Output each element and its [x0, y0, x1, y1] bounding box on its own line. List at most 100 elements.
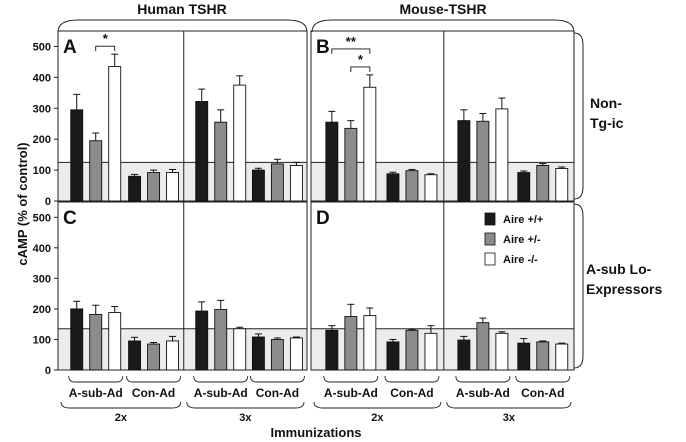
column-header-mouse: Mouse-TSHR: [399, 1, 486, 17]
panel-d-bar-3x-a-sub-ad-s0: [457, 339, 471, 371]
panel-c-ytick-label: 400: [33, 243, 51, 255]
row-bracket-0: [573, 32, 584, 200]
panel-c-ytick-label: 300: [33, 273, 51, 285]
panel-b-sig-label: *: [358, 52, 364, 67]
panel-c-bar-3x-con-ad-s1: [270, 339, 284, 371]
panel-b-bar-2x-con-ad-s2: [424, 174, 438, 202]
legend-swatch-aire-het: [484, 232, 496, 246]
panel-a-frame: [57, 30, 308, 202]
legend: Aire +/+ Aire +/- Aire -/-: [484, 212, 543, 266]
panel-a-ytick-label: 200: [33, 134, 51, 146]
panel-d-condition-label: A-sub-Ad: [456, 386, 510, 400]
panel-a-bar-3x-a-sub-ad-s2: [233, 84, 247, 202]
panel-a-letter: A: [63, 37, 77, 58]
panel-c-frame: [57, 201, 308, 371]
panel-d-immunization-label: 3x: [503, 412, 516, 424]
panel-d-bar-2x-a-sub-ad-s0: [325, 329, 339, 371]
panel-a-bar-2x-a-sub-ad-s0: [70, 109, 84, 202]
panel-c-condition-brace: [126, 375, 182, 383]
panel-d-frame: [310, 201, 575, 371]
panel-b-frame: [310, 30, 575, 202]
panel-c-bar-2x-con-ad-s0: [128, 340, 142, 371]
panel-a-bar-2x-con-ad-s1: [147, 172, 161, 202]
panel-c-bar-2x-con-ad-s1: [147, 343, 161, 371]
panel-d-bar-2x-a-sub-ad-s2: [363, 315, 377, 371]
panel-b-bar-3x-a-sub-ad-s1: [476, 120, 490, 202]
panel-d-bar-3x-con-ad-s0: [517, 342, 531, 371]
panel-c-ytick-label: 0: [45, 365, 51, 377]
panel-d-bar-3x-a-sub-ad-s2: [495, 332, 509, 371]
panel-d-bar-3x-con-ad-s2: [555, 343, 569, 371]
panel-b-sig-bracket: [350, 66, 371, 72]
panel-b-bar-2x-con-ad-s1: [405, 170, 419, 202]
panel-d-condition-label: Con-Ad: [521, 386, 564, 400]
legend-label-aire-wt: Aire +/+: [503, 214, 543, 226]
panel-d-bar-3x-a-sub-ad-s1: [476, 322, 490, 371]
y-axis-title: cAMP (% of control): [15, 142, 30, 265]
panel-d-condition-brace: [515, 375, 571, 383]
panel-c-bar-2x-a-sub-ad-s1: [89, 313, 103, 371]
legend-label-aire-ko: Aire -/-: [503, 254, 538, 266]
panel-c-condition-brace: [193, 375, 249, 383]
panel-a-sig-bracket: [95, 45, 116, 52]
panel-d-condition-brace: [455, 375, 511, 383]
panel-a-ytick-label: 400: [33, 72, 51, 84]
panel-c-immunization-label: 2x: [115, 412, 128, 424]
panel-b-bar-3x-con-ad-s2: [555, 168, 569, 202]
panel-a-bar-2x-a-sub-ad-s2: [108, 66, 122, 202]
panel-c-condition-label: Con-Ad: [132, 386, 175, 400]
panel-a-bar-2x-a-sub-ad-s1: [89, 140, 103, 202]
panel-a-ytick-label: 300: [33, 103, 51, 115]
x-axis-title: Immunizations: [270, 425, 361, 440]
legend-label-aire-het: Aire +/-: [503, 234, 541, 246]
panel-d-bar-2x-con-ad-s1: [405, 329, 419, 371]
panel-d-immunization-label: 2x: [371, 412, 384, 424]
panel-c-letter: C: [63, 208, 77, 229]
panel-c-bar-3x-con-ad-s2: [289, 337, 303, 371]
panel-c-immunization-brace: [186, 401, 305, 409]
legend-swatch-aire-ko: [484, 252, 496, 266]
header-bracket-mouse: [311, 19, 575, 33]
panel-c-bar-3x-con-ad-s0: [251, 336, 265, 371]
panel-c-ytick-label: 100: [33, 334, 51, 346]
panel-a-ytick-label: 100: [33, 165, 51, 177]
panel-b-bar-3x-con-ad-s0: [517, 172, 531, 202]
panel-c-condition-label: A-sub-Ad: [69, 386, 123, 400]
panel-c-condition-brace: [249, 375, 305, 383]
panel-b-bar-2x-a-sub-ad-s1: [344, 127, 358, 202]
panel-d-immunization-brace: [313, 401, 442, 409]
panel-b-sig-label: **: [346, 34, 357, 49]
panel-c-bar-2x-a-sub-ad-s2: [108, 312, 122, 371]
panel-a-sig-label: *: [103, 31, 109, 46]
panel-c-bar-3x-a-sub-ad-s0: [195, 310, 209, 371]
panel-b-bar-2x-a-sub-ad-s2: [363, 86, 377, 202]
panel-d-bar-2x-con-ad-s2: [424, 332, 438, 371]
panel-d-letter: D: [316, 208, 330, 229]
panel-b-bar-3x-con-ad-s1: [536, 165, 550, 202]
panel-b-bar-3x-a-sub-ad-s2: [495, 108, 509, 202]
panel-b-bar-2x-a-sub-ad-s0: [325, 121, 339, 202]
panel-a-bar-3x-con-ad-s0: [251, 169, 265, 202]
column-header-human: Human TSHR: [137, 1, 226, 17]
panel-c-immunization-brace: [60, 401, 182, 409]
panel-a-ytick-label: 0: [45, 196, 51, 208]
panel-d-condition-label: Con-Ad: [390, 386, 433, 400]
panel-c-bar-3x-a-sub-ad-s2: [233, 328, 247, 371]
panel-c-condition-label: Con-Ad: [256, 386, 299, 400]
panel-a-bar-3x-a-sub-ad-s0: [195, 101, 209, 202]
panel-d-bar-2x-a-sub-ad-s1: [344, 316, 358, 371]
panel-c-bar-2x-a-sub-ad-s0: [70, 308, 84, 371]
legend-swatch-aire-wt: [484, 212, 496, 226]
row-label-top: Non- Tg-ic: [590, 95, 626, 131]
panel-d-bar-3x-con-ad-s1: [536, 341, 550, 371]
panel-a-bar-2x-con-ad-s2: [166, 172, 180, 202]
panel-c-immunization-label: 3x: [239, 412, 252, 424]
panel-a-ytick-label: 500: [33, 41, 51, 53]
row-bracket-1: [573, 203, 584, 369]
panel-b-sig-bracket: [331, 48, 371, 54]
panel-d-bar-2x-con-ad-s0: [386, 341, 400, 371]
panel-a-bar-3x-con-ad-s1: [270, 163, 284, 202]
panel-c-ytick-label: 200: [33, 304, 51, 316]
